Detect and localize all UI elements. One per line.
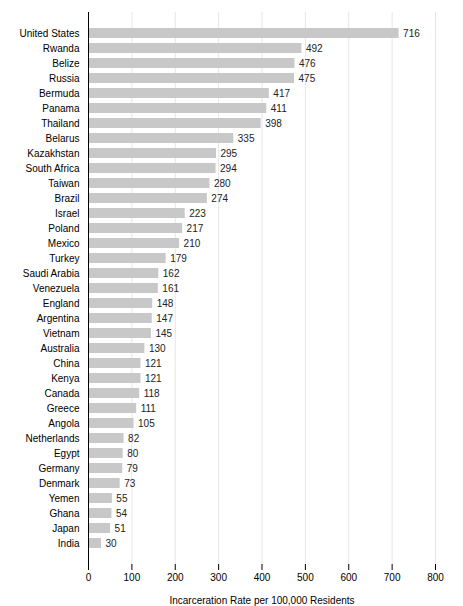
svg-text:Egypt: Egypt (54, 448, 80, 459)
svg-text:India: India (58, 538, 80, 549)
svg-text:Rwanda: Rwanda (43, 43, 80, 54)
svg-text:79: 79 (127, 463, 139, 474)
svg-text:600: 600 (340, 572, 357, 583)
svg-text:700: 700 (384, 572, 401, 583)
svg-text:30: 30 (106, 538, 118, 549)
svg-text:294: 294 (220, 163, 237, 174)
svg-text:411: 411 (271, 103, 287, 114)
svg-text:Israel: Israel (55, 208, 79, 219)
svg-text:Poland: Poland (48, 223, 79, 234)
svg-text:Angola: Angola (48, 418, 80, 429)
svg-text:Mexico: Mexico (48, 238, 80, 249)
svg-text:217: 217 (187, 223, 204, 234)
svg-text:54: 54 (116, 508, 128, 519)
svg-text:295: 295 (220, 148, 237, 159)
svg-text:Thailand: Thailand (41, 118, 79, 129)
svg-text:210: 210 (184, 238, 201, 249)
svg-text:Canada: Canada (44, 388, 79, 399)
svg-text:105: 105 (138, 418, 155, 429)
svg-text:Japan: Japan (52, 523, 79, 534)
svg-text:80: 80 (127, 448, 139, 459)
svg-text:274: 274 (211, 193, 228, 204)
svg-text:Turkey: Turkey (49, 253, 79, 264)
svg-text:476: 476 (299, 58, 316, 69)
svg-text:500: 500 (297, 572, 314, 583)
svg-text:147: 147 (156, 313, 173, 324)
svg-text:United States: United States (19, 28, 79, 39)
svg-text:Venezuela: Venezuela (33, 283, 80, 294)
svg-text:Vietnam: Vietnam (43, 328, 80, 339)
svg-text:Taiwan: Taiwan (48, 178, 79, 189)
svg-text:Incarceration Rate per 100,000: Incarceration Rate per 100,000 Residents (169, 595, 354, 606)
svg-text:145: 145 (155, 328, 172, 339)
svg-text:398: 398 (265, 118, 282, 129)
svg-text:Panama: Panama (42, 103, 80, 114)
svg-text:Belize: Belize (52, 58, 80, 69)
svg-text:Belarus: Belarus (46, 133, 80, 144)
svg-text:51: 51 (115, 523, 127, 534)
svg-text:300: 300 (210, 572, 227, 583)
svg-text:Ghana: Ghana (49, 508, 79, 519)
svg-text:280: 280 (214, 178, 231, 189)
svg-text:Netherlands: Netherlands (26, 433, 80, 444)
svg-text:73: 73 (124, 478, 136, 489)
svg-text:China: China (53, 358, 80, 369)
svg-text:400: 400 (254, 572, 271, 583)
svg-text:223: 223 (189, 208, 206, 219)
svg-text:179: 179 (170, 253, 187, 264)
svg-text:417: 417 (273, 88, 290, 99)
svg-text:Kenya: Kenya (51, 373, 80, 384)
svg-text:Kazakhstan: Kazakhstan (27, 148, 79, 159)
svg-text:Yemen: Yemen (49, 493, 80, 504)
svg-text:England: England (43, 298, 80, 309)
svg-text:162: 162 (163, 268, 180, 279)
svg-text:121: 121 (145, 373, 162, 384)
svg-text:Greece: Greece (47, 403, 80, 414)
svg-text:335: 335 (238, 133, 255, 144)
svg-text:0: 0 (86, 572, 92, 583)
svg-text:Russia: Russia (49, 73, 80, 84)
svg-text:Bermuda: Bermuda (39, 88, 80, 99)
svg-text:100: 100 (124, 572, 141, 583)
svg-text:Denmark: Denmark (39, 478, 81, 489)
svg-text:492: 492 (306, 43, 323, 54)
svg-text:121: 121 (145, 358, 162, 369)
svg-text:Saudi Arabia: Saudi Arabia (23, 268, 80, 279)
svg-text:716: 716 (403, 28, 420, 39)
svg-text:161: 161 (162, 283, 179, 294)
svg-text:111: 111 (141, 403, 157, 414)
svg-text:South Africa: South Africa (26, 163, 80, 174)
svg-text:800: 800 (427, 572, 444, 583)
svg-text:Germany: Germany (38, 463, 79, 474)
svg-text:Argentina: Argentina (37, 313, 80, 324)
svg-text:Brazil: Brazil (54, 193, 79, 204)
svg-text:55: 55 (116, 493, 128, 504)
svg-text:Australia: Australia (41, 343, 80, 354)
svg-text:118: 118 (144, 388, 160, 399)
svg-text:148: 148 (157, 298, 174, 309)
svg-text:82: 82 (128, 433, 140, 444)
svg-text:475: 475 (299, 73, 316, 84)
svg-text:200: 200 (167, 572, 184, 583)
svg-text:130: 130 (149, 343, 166, 354)
